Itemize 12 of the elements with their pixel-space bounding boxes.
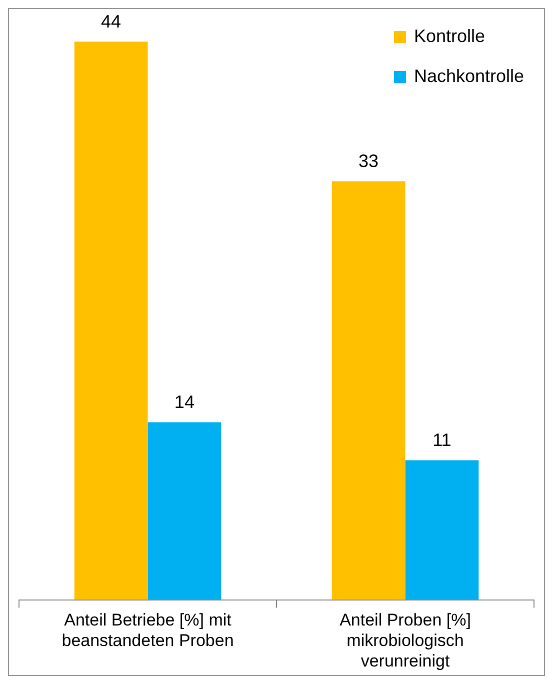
bar <box>74 42 148 600</box>
bar <box>332 181 406 600</box>
data-label: 14 <box>174 392 194 412</box>
bar <box>405 460 479 600</box>
data-label: 44 <box>101 12 122 32</box>
legend-label: Kontrolle <box>414 26 485 46</box>
bar <box>148 422 222 600</box>
data-label: 11 <box>432 430 452 450</box>
legend-label: Nachkontrolle <box>414 66 524 86</box>
data-label: 33 <box>358 151 379 172</box>
x-tick-label: Anteil Betriebe [%] mit beanstandeten Proben <box>62 610 234 650</box>
x-tick-label: Anteil Proben [%] mikrobiologisch verunreinigt <box>340 610 471 670</box>
